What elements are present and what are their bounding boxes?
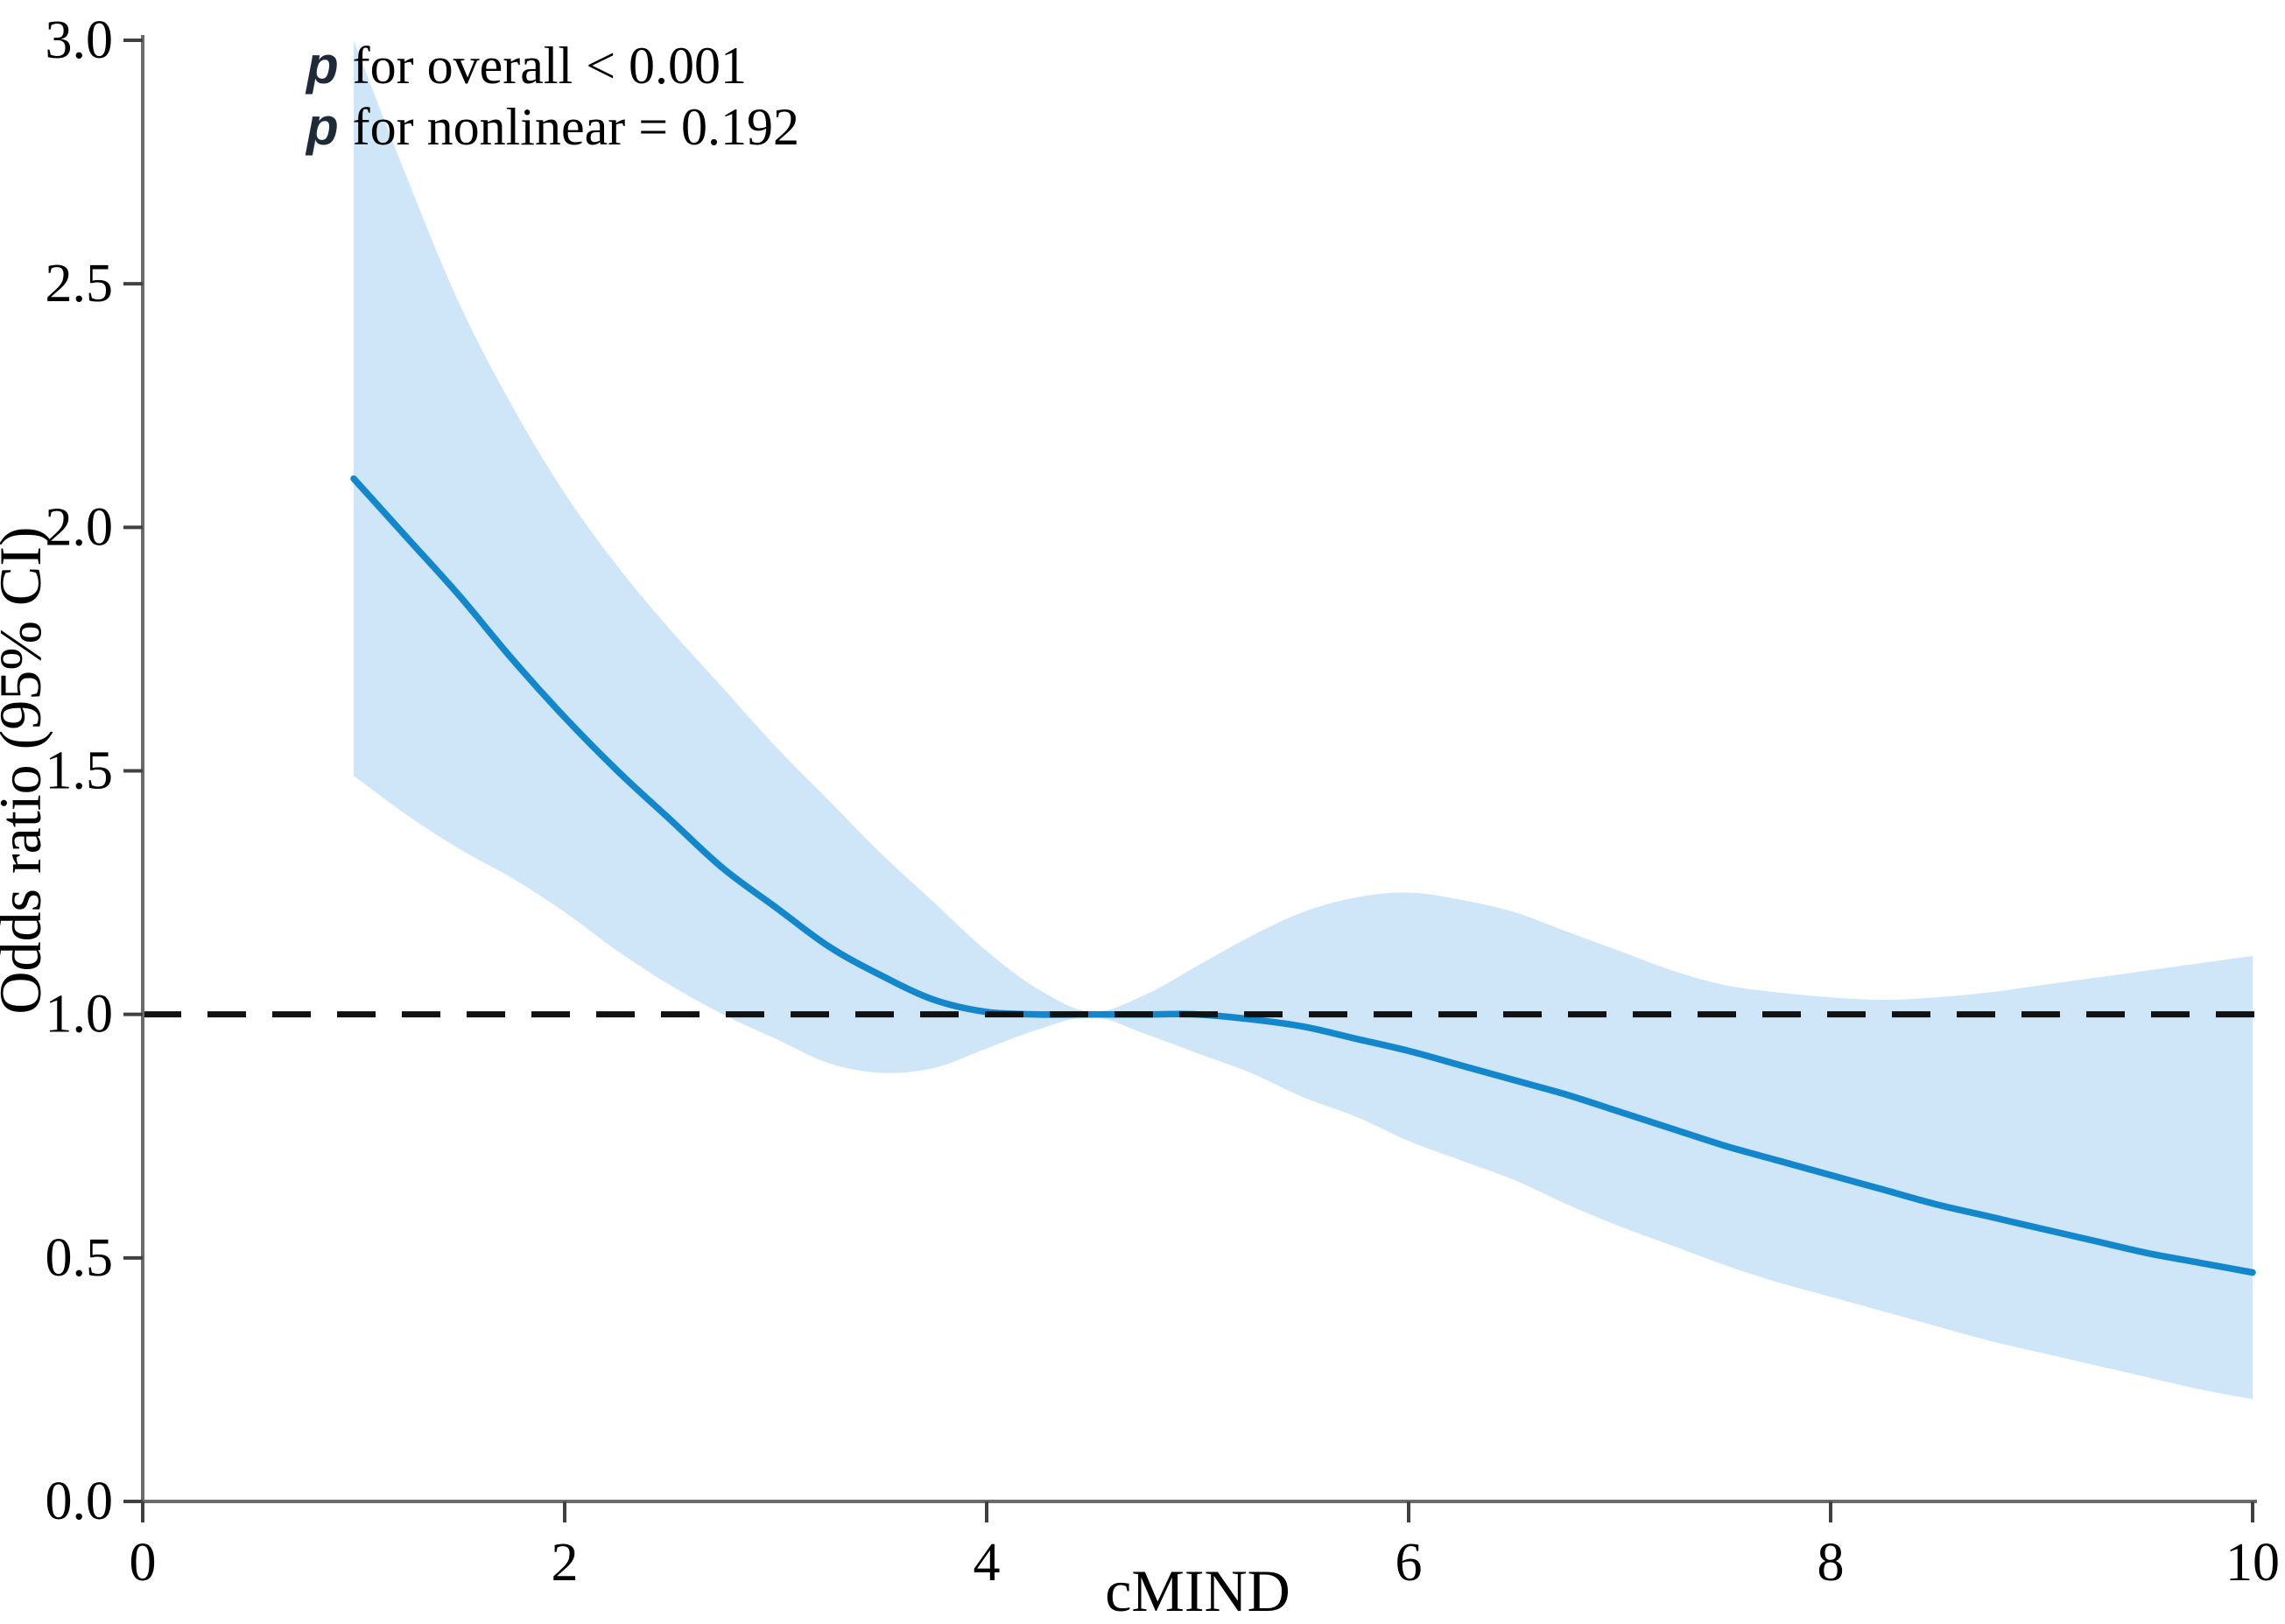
y-tick-label: 2.5 bbox=[46, 254, 114, 313]
p-overall-line: p for overall < 0.001 bbox=[306, 35, 799, 96]
p-nonlinear-text: for nonlinear = 0.192 bbox=[352, 98, 800, 156]
x-axis-title: cMIND bbox=[1105, 1557, 1290, 1624]
x-tick-label: 6 bbox=[1396, 1533, 1423, 1592]
y-tick-label: 1.5 bbox=[46, 742, 114, 801]
y-tick-label: 0.0 bbox=[46, 1472, 114, 1531]
x-tick-label: 0 bbox=[130, 1533, 157, 1592]
x-tick-label: 8 bbox=[1817, 1533, 1845, 1592]
x-tick-label: 10 bbox=[2225, 1533, 2280, 1592]
y-tick-label: 0.5 bbox=[46, 1228, 114, 1288]
y-tick-label: 1.0 bbox=[46, 985, 114, 1044]
p-symbol-italic: p bbox=[306, 97, 339, 156]
p-nonlinear-line: p for nonlinear = 0.192 bbox=[306, 96, 799, 158]
plot-dynamic-layer: 0.0 0.5 1.0 1.5 2.0 2.5 3.0 0 2 4 6 8 10 bbox=[46, 11, 2281, 1592]
p-value-annotation: p for overall < 0.001 p for nonlinear = 0.… bbox=[306, 35, 799, 158]
x-tick-label: 2 bbox=[552, 1533, 579, 1592]
p-overall-text: for overall < 0.001 bbox=[352, 37, 748, 95]
p-symbol-italic: p bbox=[306, 36, 339, 95]
y-tick-label: 2.0 bbox=[46, 497, 114, 557]
y-tick-label: 3.0 bbox=[46, 11, 114, 70]
y-axis-title: Odds ratio (95% CI) bbox=[0, 526, 53, 1014]
odds-ratio-curve bbox=[350, 475, 2256, 1276]
x-tick-label: 4 bbox=[974, 1533, 1001, 1592]
confidence-band bbox=[354, 40, 2253, 1400]
